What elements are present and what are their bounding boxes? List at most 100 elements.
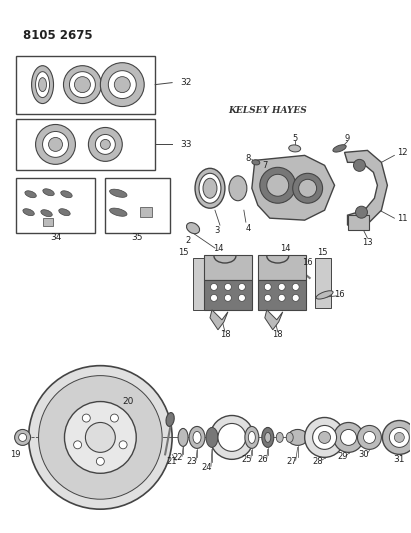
Ellipse shape <box>166 413 174 426</box>
Polygon shape <box>252 156 335 220</box>
Bar <box>193 258 211 310</box>
Ellipse shape <box>25 191 36 198</box>
Text: KELSEY HAYES: KELSEY HAYES <box>228 106 307 115</box>
Text: 18: 18 <box>219 330 230 340</box>
Text: 20: 20 <box>122 397 134 406</box>
Circle shape <box>382 421 411 454</box>
Circle shape <box>278 294 285 301</box>
Text: 8: 8 <box>245 154 251 163</box>
Polygon shape <box>348 215 369 230</box>
Circle shape <box>210 416 254 459</box>
Circle shape <box>358 425 381 449</box>
Ellipse shape <box>110 189 127 197</box>
Circle shape <box>65 401 136 473</box>
Circle shape <box>88 127 122 161</box>
Circle shape <box>389 427 409 447</box>
Circle shape <box>15 430 30 446</box>
Circle shape <box>39 376 162 499</box>
Circle shape <box>278 284 285 290</box>
Bar <box>140 207 152 217</box>
Bar <box>43 218 53 226</box>
Ellipse shape <box>110 208 127 216</box>
Ellipse shape <box>276 432 283 442</box>
Circle shape <box>63 66 102 103</box>
Circle shape <box>210 294 217 301</box>
Circle shape <box>305 417 344 457</box>
Circle shape <box>111 414 118 422</box>
Circle shape <box>82 414 90 422</box>
Ellipse shape <box>262 427 274 447</box>
Circle shape <box>218 423 246 451</box>
Circle shape <box>260 167 296 203</box>
Text: 24: 24 <box>202 463 212 472</box>
Text: 28: 28 <box>312 457 323 466</box>
Ellipse shape <box>333 145 346 152</box>
Text: 18: 18 <box>272 330 283 340</box>
Ellipse shape <box>61 191 72 198</box>
Ellipse shape <box>43 189 54 196</box>
Circle shape <box>319 431 330 443</box>
Ellipse shape <box>59 209 70 216</box>
Ellipse shape <box>189 426 205 448</box>
Circle shape <box>363 431 375 443</box>
Bar <box>258 255 306 280</box>
Text: 34: 34 <box>50 232 61 241</box>
Text: 33: 33 <box>180 140 192 149</box>
Bar <box>16 118 155 171</box>
Text: 31: 31 <box>394 455 405 464</box>
Circle shape <box>238 284 245 290</box>
Ellipse shape <box>316 290 333 299</box>
Bar <box>16 179 95 233</box>
Ellipse shape <box>193 431 201 443</box>
Circle shape <box>313 425 337 449</box>
Circle shape <box>341 430 356 446</box>
Text: 16: 16 <box>334 290 345 300</box>
Circle shape <box>293 173 323 203</box>
Circle shape <box>292 284 299 290</box>
Ellipse shape <box>206 427 218 447</box>
Text: 29: 29 <box>337 452 348 461</box>
Ellipse shape <box>252 160 260 165</box>
Ellipse shape <box>245 426 259 448</box>
Text: 16: 16 <box>302 257 313 266</box>
Text: 13: 13 <box>362 238 373 247</box>
Circle shape <box>114 77 130 93</box>
Bar <box>105 179 170 233</box>
Ellipse shape <box>265 432 271 442</box>
Bar <box>16 56 155 114</box>
Polygon shape <box>265 310 283 330</box>
Ellipse shape <box>229 176 247 201</box>
Circle shape <box>292 294 299 301</box>
Text: 8105 2675: 8105 2675 <box>23 29 92 42</box>
Circle shape <box>43 132 69 157</box>
Circle shape <box>299 179 316 197</box>
Ellipse shape <box>195 168 225 208</box>
Circle shape <box>69 71 95 98</box>
Text: 21: 21 <box>167 457 178 466</box>
Circle shape <box>267 174 289 196</box>
Text: 25: 25 <box>242 455 252 464</box>
Circle shape <box>210 284 217 290</box>
Circle shape <box>334 423 363 453</box>
Ellipse shape <box>203 179 217 198</box>
Circle shape <box>109 71 136 99</box>
Ellipse shape <box>39 78 46 92</box>
Ellipse shape <box>289 145 301 152</box>
Ellipse shape <box>178 429 188 447</box>
Circle shape <box>74 77 90 93</box>
Text: 23: 23 <box>187 457 197 466</box>
Circle shape <box>264 294 271 301</box>
Ellipse shape <box>199 173 221 203</box>
Circle shape <box>36 125 76 164</box>
Polygon shape <box>344 150 388 225</box>
Circle shape <box>95 134 115 155</box>
Text: 26: 26 <box>258 455 268 464</box>
Text: 5: 5 <box>292 134 297 143</box>
Text: 14: 14 <box>280 244 291 253</box>
Circle shape <box>356 206 367 218</box>
Text: 7: 7 <box>262 161 268 170</box>
Text: 11: 11 <box>397 214 408 223</box>
Ellipse shape <box>286 432 293 442</box>
Ellipse shape <box>41 209 52 216</box>
Ellipse shape <box>288 430 308 446</box>
